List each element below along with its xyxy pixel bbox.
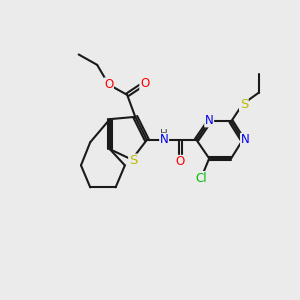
Text: N: N bbox=[205, 114, 214, 127]
Text: O: O bbox=[176, 155, 185, 168]
Text: S: S bbox=[129, 154, 137, 167]
Text: O: O bbox=[104, 78, 113, 91]
Text: N: N bbox=[241, 134, 249, 146]
Text: O: O bbox=[140, 77, 149, 90]
Text: N: N bbox=[160, 134, 169, 146]
Text: H: H bbox=[160, 129, 168, 139]
Text: Cl: Cl bbox=[195, 172, 207, 184]
Text: S: S bbox=[240, 98, 248, 111]
